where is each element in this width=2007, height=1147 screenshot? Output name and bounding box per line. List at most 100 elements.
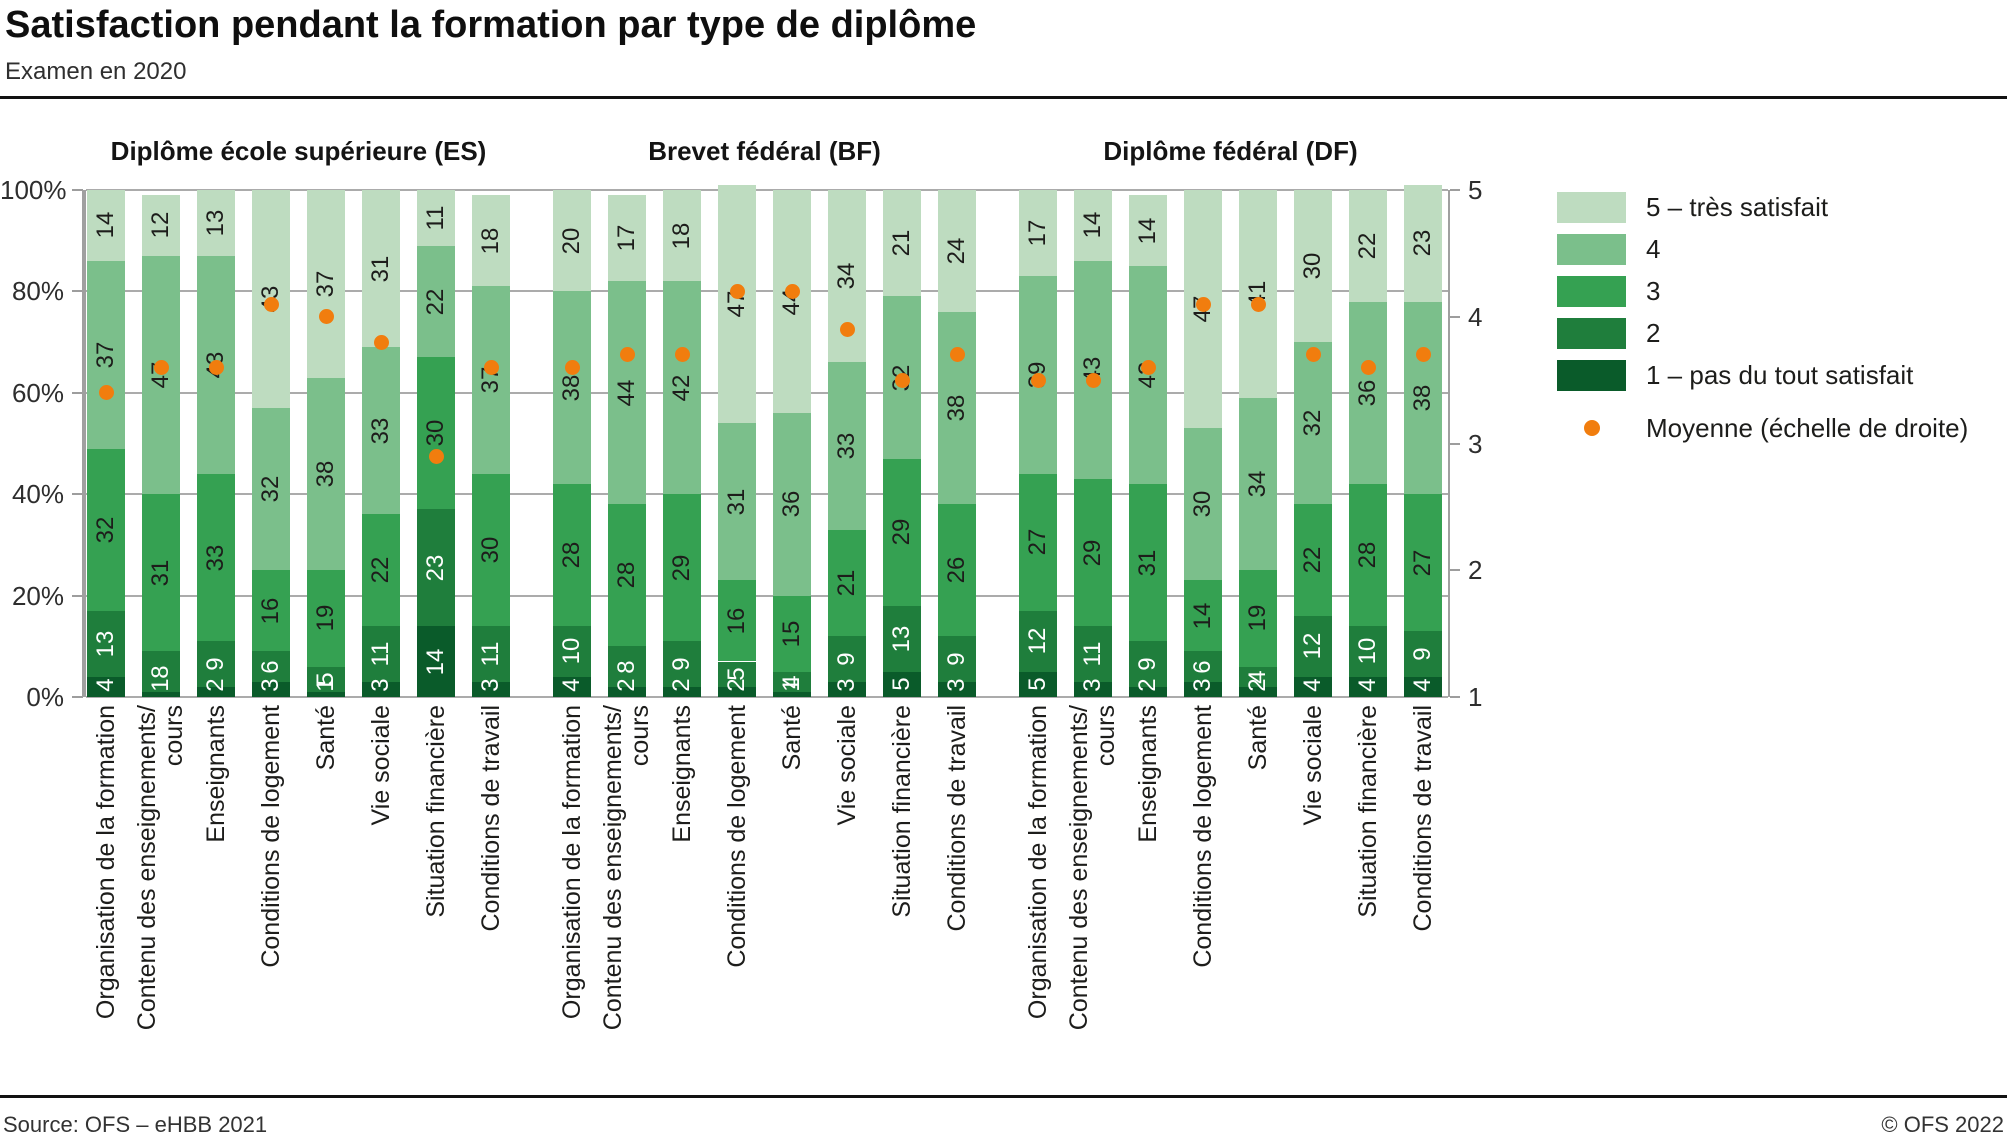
bar-value-label: 11: [477, 641, 504, 667]
bar-value-label: 20: [558, 227, 585, 255]
left-axis-tick: [72, 189, 83, 191]
category-label: Conditions de logement: [723, 705, 751, 1050]
bar-segment: [252, 651, 290, 682]
bar-segment: [1239, 686, 1277, 697]
right-axis-label: 3: [1468, 428, 1483, 459]
bar-value-label: 28: [613, 561, 640, 589]
bar-segment: [883, 671, 921, 697]
bar-segment: [553, 626, 591, 677]
category-label-line: Vie sociale: [1298, 705, 1327, 826]
mean-dot: [153, 359, 169, 375]
bar-segment: [87, 610, 125, 677]
right-axis-label: 1: [1468, 682, 1483, 712]
category-label: Vie sociale: [366, 705, 395, 1050]
bar-segment: [1404, 494, 1442, 632]
bar-value-label: 9: [1409, 647, 1436, 661]
legend-mean-dot-icon: [1584, 420, 1600, 436]
bar-segment: [718, 423, 756, 581]
bar-value-label: 17: [613, 224, 640, 252]
bar-segment: [1404, 631, 1442, 677]
category-label-line: Conditions de logement: [256, 705, 285, 968]
category-label: Enseignants: [1134, 705, 1162, 1050]
bar-value-label: 9: [668, 657, 695, 671]
bar-segment: [1349, 626, 1387, 677]
category-label: Organisation de la formation: [92, 705, 120, 1050]
left-axis-tick: [72, 391, 83, 394]
bar-value-label: 8: [613, 659, 640, 674]
group-title: Diplôme fédéral (DF): [1103, 136, 1358, 166]
bar-segment: [362, 347, 400, 515]
bar-segment: [252, 681, 290, 697]
category-label-line: Organisation de la formation: [557, 705, 586, 1020]
legend-swatch: [1557, 276, 1626, 307]
bar-segment: [87, 676, 125, 697]
bar-segment: [1239, 570, 1277, 667]
bar-segment: [1074, 626, 1112, 682]
mean-dot: [208, 359, 224, 375]
bar-segment: [142, 651, 180, 692]
bar-value-label: 34: [833, 262, 860, 290]
mean-dot: [894, 372, 910, 388]
bar-value-label: 24: [943, 237, 970, 265]
legend-swatch: [1557, 234, 1626, 265]
right-axis-tick: [1450, 569, 1460, 572]
bar-segment: [1019, 610, 1057, 672]
bar-segment: [417, 190, 455, 246]
bar-value-label: 38: [943, 394, 970, 422]
bar-segment: [362, 514, 400, 626]
bar-value-label: 11: [1079, 641, 1106, 667]
bar-value-label: 9: [1134, 657, 1161, 671]
bar-segment: [197, 190, 235, 256]
bar-segment: [883, 605, 921, 672]
category-label-line: Vie sociale: [366, 705, 395, 826]
bar-value-label: 8: [147, 664, 174, 679]
category-label-line: Enseignants: [667, 705, 696, 843]
bar-segment: [828, 636, 866, 682]
chart-title: Satisfaction pendant la formation par ty…: [5, 4, 977, 46]
bar-segment: [1239, 666, 1277, 687]
bar-segment: [608, 686, 646, 697]
top-rule: [0, 96, 2007, 99]
category-label: Enseignants: [202, 705, 230, 1050]
bar-segment: [1184, 681, 1222, 697]
bar-segment: [417, 357, 455, 510]
left-axis-line: [82, 190, 86, 697]
bar-segment: [1184, 651, 1222, 682]
bar-segment: [142, 691, 180, 697]
bar-segment: [1294, 615, 1332, 677]
category-label: Organisation de la formation: [557, 705, 586, 1050]
bar-value-label: 4: [1244, 670, 1271, 684]
right-axis-label: 5: [1468, 175, 1483, 205]
legend-label: 2: [1646, 318, 1661, 348]
right-axis-tick: [1450, 189, 1460, 191]
category-label-line: cours: [160, 705, 188, 767]
bar-value-label: 31: [367, 255, 394, 282]
left-axis-tick: [72, 493, 83, 496]
bar-segment: [828, 681, 866, 697]
mean-dot: [1415, 347, 1431, 363]
mean-dot: [729, 283, 745, 299]
bar-segment: [718, 184, 756, 424]
bar-value-label: 26: [943, 556, 970, 584]
category-label-line: Santé: [777, 705, 806, 771]
bar-value-label: 22: [422, 288, 449, 315]
category-label-line: Contenu des enseignements/: [133, 705, 161, 1031]
bar-segment: [718, 686, 756, 697]
bar-segment: [828, 362, 866, 530]
category-label-line: cours: [1092, 705, 1120, 767]
category-label: Conditions de travail: [1409, 705, 1437, 1050]
bar-value-label: 22: [1354, 232, 1381, 260]
bar-segment: [608, 504, 646, 647]
category-label: Organisation de la formation: [1024, 705, 1052, 1050]
bar-segment: [553, 291, 591, 485]
category-label: Contenu des enseignements/cours: [1065, 705, 1120, 1050]
bar-segment: [142, 255, 180, 495]
bar-segment: [773, 595, 811, 672]
left-axis-tick: [72, 290, 83, 293]
bar-segment: [362, 190, 400, 348]
bar-value-label: 18: [668, 222, 695, 249]
bar-value-label: 21: [833, 569, 860, 597]
bar-value-label: 4: [778, 675, 805, 689]
bar-segment: [87, 260, 125, 449]
category-label: Situation financière: [888, 705, 916, 1050]
